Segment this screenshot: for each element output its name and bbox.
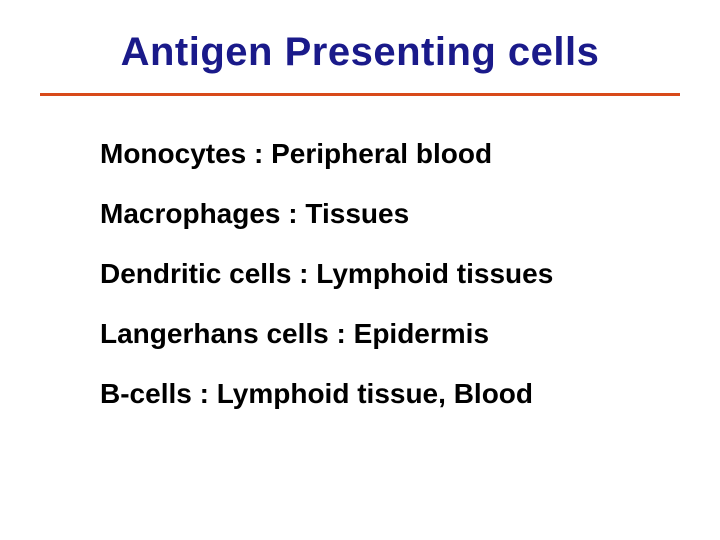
slide-container: Antigen Presenting cells Monocytes : Per… [0, 0, 720, 540]
title-divider [40, 93, 680, 96]
list-item: Langerhans cells : Epidermis [100, 318, 680, 350]
list-item: Dendritic cells : Lymphoid tissues [100, 258, 680, 290]
list-item: Monocytes : Peripheral blood [100, 138, 680, 170]
content-list: Monocytes : Peripheral blood Macrophages… [40, 138, 680, 410]
slide-title: Antigen Presenting cells [40, 30, 680, 93]
list-item: B-cells : Lymphoid tissue, Blood [100, 378, 680, 410]
list-item: Macrophages : Tissues [100, 198, 680, 230]
